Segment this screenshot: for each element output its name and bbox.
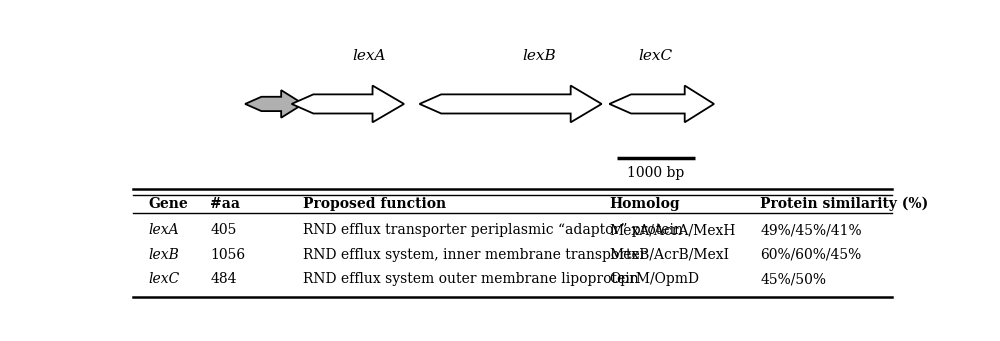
Text: OprM/OpmD: OprM/OpmD xyxy=(609,272,699,286)
Text: 1000 bp: 1000 bp xyxy=(627,166,684,180)
Text: RND efflux system outer membrane lipoprotein: RND efflux system outer membrane lipopro… xyxy=(303,272,639,286)
Text: #aa: #aa xyxy=(210,197,240,211)
Text: lexA: lexA xyxy=(352,49,386,63)
Polygon shape xyxy=(609,86,714,122)
Text: 484: 484 xyxy=(210,272,237,286)
Text: 405: 405 xyxy=(210,223,237,237)
Text: Gene: Gene xyxy=(148,197,188,211)
Text: Proposed function: Proposed function xyxy=(303,197,446,211)
Text: lexC: lexC xyxy=(639,49,673,63)
Text: lexA: lexA xyxy=(148,223,179,237)
Polygon shape xyxy=(420,86,602,122)
Text: Homolog: Homolog xyxy=(609,197,680,211)
Text: RND efflux transporter periplasmic “adaptor” protein: RND efflux transporter periplasmic “adap… xyxy=(303,223,683,237)
Text: Protein similarity (%): Protein similarity (%) xyxy=(761,197,929,211)
Text: 1056: 1056 xyxy=(210,248,245,262)
Text: 49%/45%/41%: 49%/45%/41% xyxy=(761,223,862,237)
Text: lexB: lexB xyxy=(523,49,556,63)
Text: MexA/AcrA/MexH: MexA/AcrA/MexH xyxy=(609,223,736,237)
Text: lexB: lexB xyxy=(148,248,179,262)
Text: RND efflux system, inner membrane transporter: RND efflux system, inner membrane transp… xyxy=(303,248,647,262)
Polygon shape xyxy=(245,90,303,118)
Text: MexB/AcrB/MexI: MexB/AcrB/MexI xyxy=(609,248,729,262)
Text: lexC: lexC xyxy=(148,272,180,286)
Polygon shape xyxy=(292,86,404,122)
Text: 60%/60%/45%: 60%/60%/45% xyxy=(761,248,862,262)
Text: 45%/50%: 45%/50% xyxy=(761,272,826,286)
